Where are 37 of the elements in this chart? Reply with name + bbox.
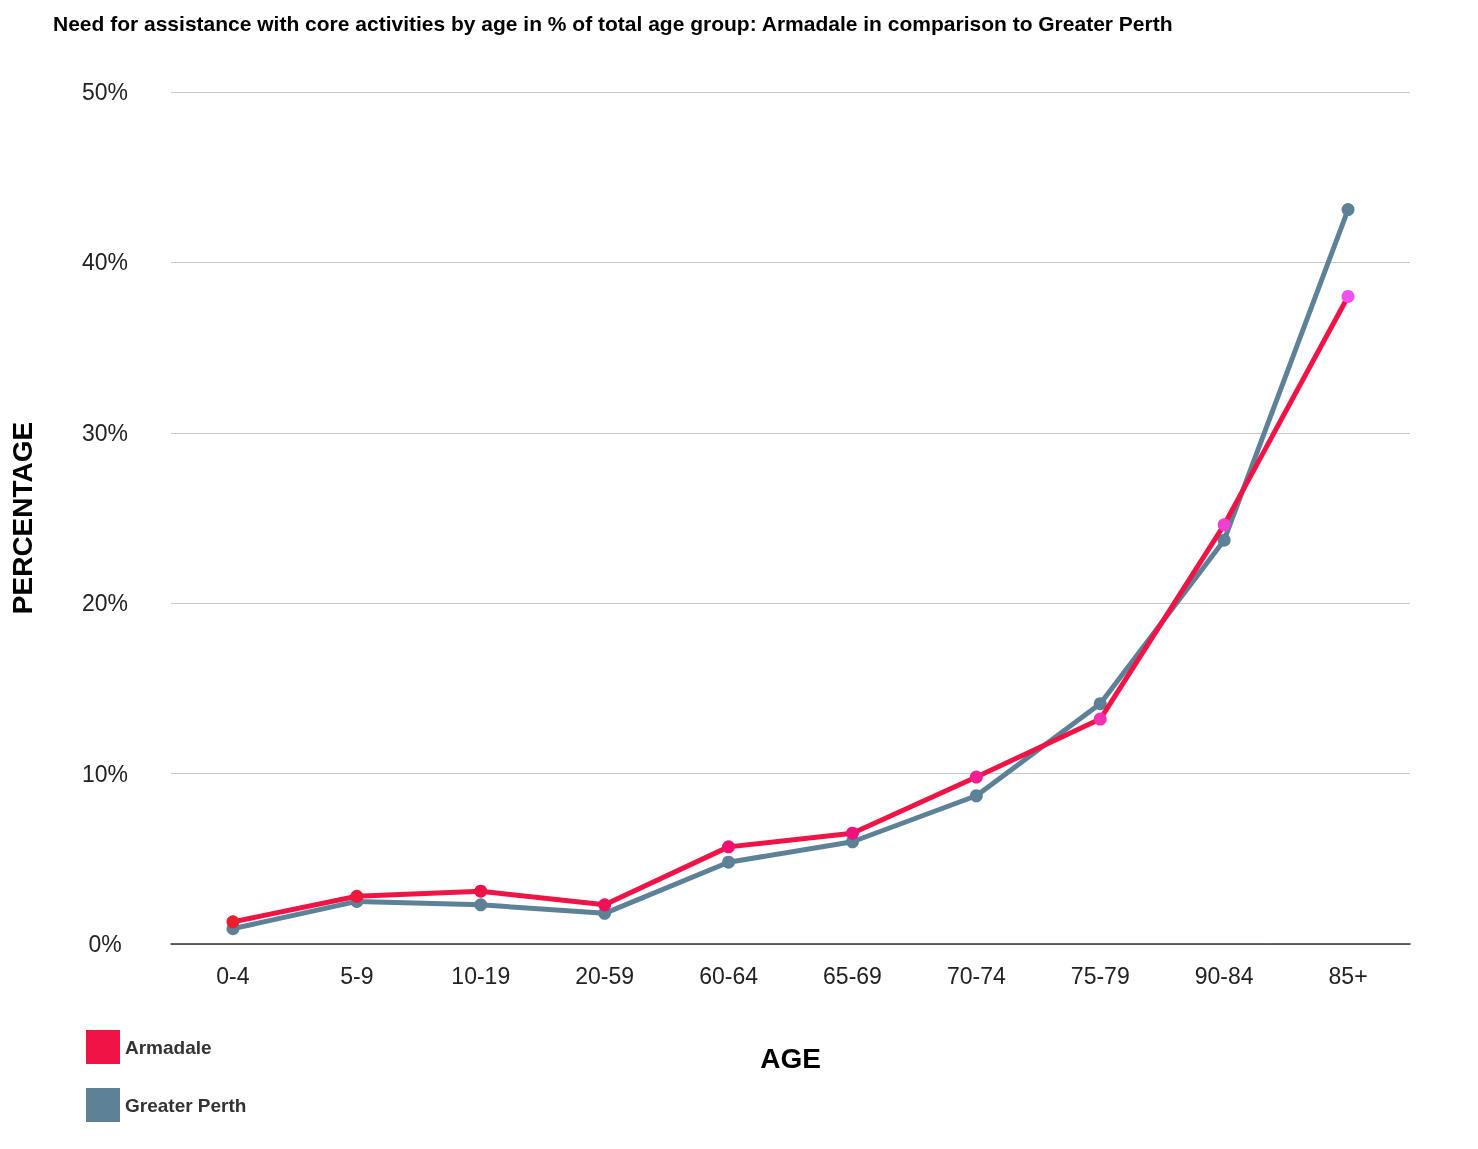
- x-tick-label: 65-69: [823, 962, 882, 989]
- point: [226, 915, 240, 929]
- point: [1093, 712, 1107, 726]
- legend-label: Greater Perth: [125, 1094, 247, 1116]
- y-tick-label: 40%: [81, 249, 129, 276]
- point: [722, 855, 736, 869]
- point: [845, 826, 859, 840]
- point: [474, 884, 488, 898]
- x-axis-title: AGE: [760, 1042, 821, 1074]
- x-tick-label: 75-79: [1070, 962, 1130, 989]
- x-tick-label: 5-9: [340, 962, 374, 989]
- x-tick-label: 70-74: [946, 962, 1006, 989]
- x-tick-label: 90-84: [1194, 962, 1254, 989]
- x-tick-label: 85+: [1328, 962, 1368, 989]
- chart-title: Need for assistance with core activities by age in % of total age group: Armadale in comparison to Greater Perth: [53, 12, 1173, 35]
- point: [722, 840, 736, 854]
- point: [474, 898, 488, 912]
- x-tick-label: 0-4: [216, 962, 250, 989]
- y-tick-label: 50%: [81, 79, 129, 105]
- y-tick-label: 10%: [81, 760, 129, 787]
- point: [598, 898, 612, 912]
- x-tick-label: 20-59: [575, 962, 635, 989]
- point: [969, 789, 983, 803]
- y-tick-label: 0%: [88, 931, 122, 957]
- y-axis-title: PERCENTAGE: [6, 421, 38, 615]
- y-tick-label: 30%: [81, 419, 129, 446]
- y-tick-label: 20%: [81, 590, 129, 617]
- legend-label: Armadale: [125, 1036, 212, 1058]
- point: [1341, 289, 1355, 303]
- x-tick-label: 60-64: [699, 962, 759, 989]
- point: [1341, 203, 1355, 217]
- point: [969, 770, 983, 784]
- point: [1217, 518, 1231, 532]
- x-tick-label: 10-19: [451, 962, 511, 989]
- point: [350, 889, 364, 903]
- point: [1093, 697, 1107, 711]
- point: [1217, 533, 1231, 547]
